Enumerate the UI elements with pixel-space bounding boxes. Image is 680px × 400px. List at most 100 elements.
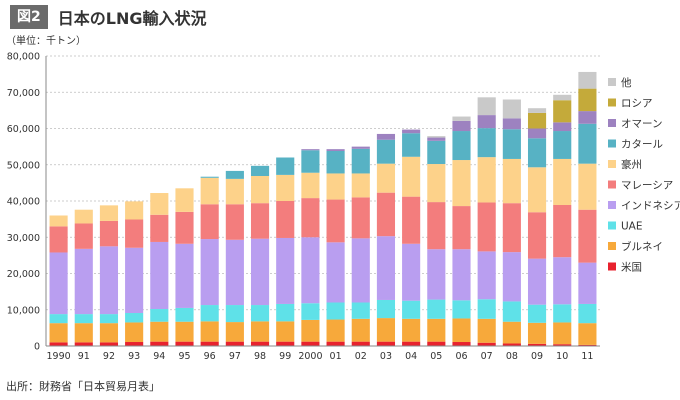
x-tick-label: 07: [481, 351, 493, 362]
bar-segment: [376, 192, 396, 237]
y-tick-label: 70,000: [7, 88, 40, 99]
bar-segment: [527, 322, 547, 344]
bar-segment: [376, 139, 396, 164]
bar-segment: [200, 177, 219, 205]
bar-segment: [175, 188, 194, 212]
bar-segment: [74, 314, 93, 324]
bar-segment: [402, 196, 421, 244]
bar-segment: [351, 146, 370, 149]
bar-segment: [502, 203, 521, 253]
x-tick-label: 01: [330, 351, 342, 362]
bar-segment: [225, 204, 244, 240]
bar-segment: [49, 323, 68, 343]
legend-swatch: [608, 98, 616, 107]
bar-segment: [250, 321, 270, 342]
x-tick-label: 09: [531, 351, 543, 362]
bar-segment: [452, 160, 471, 207]
bar-segment: [326, 302, 345, 320]
legend-label: ロシア: [621, 98, 653, 110]
bar-segment: [402, 129, 421, 134]
bar-segment: [527, 138, 547, 168]
bar-segment: [74, 209, 93, 224]
x-tick-label: 11: [581, 351, 593, 362]
bar-segment: [553, 122, 572, 132]
bar-segment: [427, 137, 446, 141]
unit-label: （単位：千トン）: [6, 36, 86, 47]
legend-swatch: [608, 242, 616, 250]
bar-segment: [125, 322, 144, 343]
legend-swatch: [608, 221, 616, 230]
bar-segment: [250, 175, 270, 204]
bar-segment: [477, 128, 496, 158]
bar-segment: [553, 322, 572, 345]
bar-segment: [225, 239, 244, 306]
bar-segment: [427, 164, 446, 203]
bar-segment: [276, 174, 295, 201]
bar-segment: [427, 202, 446, 250]
bar-segment: [477, 318, 496, 343]
x-tick-label: 98: [254, 351, 266, 362]
legend-swatch: [608, 180, 616, 189]
bar-segment: [276, 237, 295, 304]
bar-segment: [301, 172, 320, 199]
bar-segment: [125, 201, 144, 220]
chart-title: 日本のLNG輸入状況: [57, 9, 207, 28]
bar-segment: [276, 303, 295, 322]
y-tick-label: 40,000: [7, 197, 40, 208]
bar-segment: [376, 133, 396, 140]
bar-segment: [225, 305, 244, 323]
bar-segment: [351, 238, 370, 303]
bar-segment: [351, 318, 370, 342]
bar-segment: [502, 129, 521, 159]
bar-segment: [452, 249, 471, 301]
bar-segment: [125, 219, 144, 248]
x-tick-label: 08: [506, 351, 518, 362]
bar-segment: [175, 321, 194, 342]
bar-segment: [301, 237, 320, 304]
figure-number-badge: 図2: [10, 5, 48, 29]
bar-segment: [250, 341, 270, 346]
bar-segment: [276, 321, 295, 342]
bar-segment: [452, 318, 471, 343]
bar-segment: [49, 342, 68, 346]
bar-segment: [376, 236, 396, 300]
bar-segment: [527, 212, 547, 259]
legend-swatch: [608, 139, 616, 148]
bar-segment: [49, 252, 68, 315]
bar-segment: [553, 131, 572, 159]
bar-segment: [427, 136, 446, 138]
bar-segment: [326, 150, 345, 174]
bar-segment: [578, 303, 597, 324]
bar-segment: [376, 163, 396, 193]
bar-segment: [200, 176, 219, 178]
bar-segment: [477, 97, 496, 116]
bar-segment: [452, 116, 471, 121]
x-tick-label: 05: [430, 351, 442, 362]
y-tick-label: 50,000: [7, 160, 40, 171]
bar-segment: [225, 170, 244, 179]
legend-swatch: [608, 119, 616, 127]
x-tick-label: 94: [153, 351, 165, 362]
x-tick-label: 10: [556, 351, 568, 362]
bar-segment: [250, 165, 270, 176]
bar-segment: [402, 243, 421, 301]
bar-segment: [326, 341, 345, 346]
x-tick-label: 1990: [46, 351, 70, 362]
bar-segment: [175, 307, 194, 322]
bar-segment: [301, 150, 320, 173]
bar-segment: [150, 193, 169, 215]
bar-segment: [74, 342, 93, 346]
bar-segment: [502, 99, 521, 119]
bar-segment: [99, 323, 119, 343]
y-tick-label: 30,000: [7, 233, 40, 244]
source-note: 出所：財務省「日本貿易月表」: [6, 380, 160, 393]
bar-segment: [200, 305, 219, 322]
bar-segment: [351, 341, 370, 346]
bar-segment: [225, 322, 244, 342]
y-tick-label: 80,000: [7, 52, 40, 63]
bar-segment: [502, 118, 521, 130]
bar-segment: [527, 258, 547, 305]
bar-segment: [477, 342, 496, 346]
bar-segment: [427, 341, 446, 346]
bar-segment: [452, 206, 471, 250]
